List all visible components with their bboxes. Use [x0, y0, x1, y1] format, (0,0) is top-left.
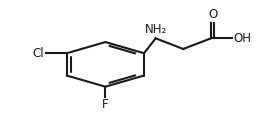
Text: Cl: Cl — [33, 47, 44, 60]
Text: OH: OH — [233, 32, 251, 45]
Text: O: O — [208, 8, 217, 21]
Text: NH₂: NH₂ — [145, 23, 167, 36]
Text: F: F — [102, 98, 109, 111]
